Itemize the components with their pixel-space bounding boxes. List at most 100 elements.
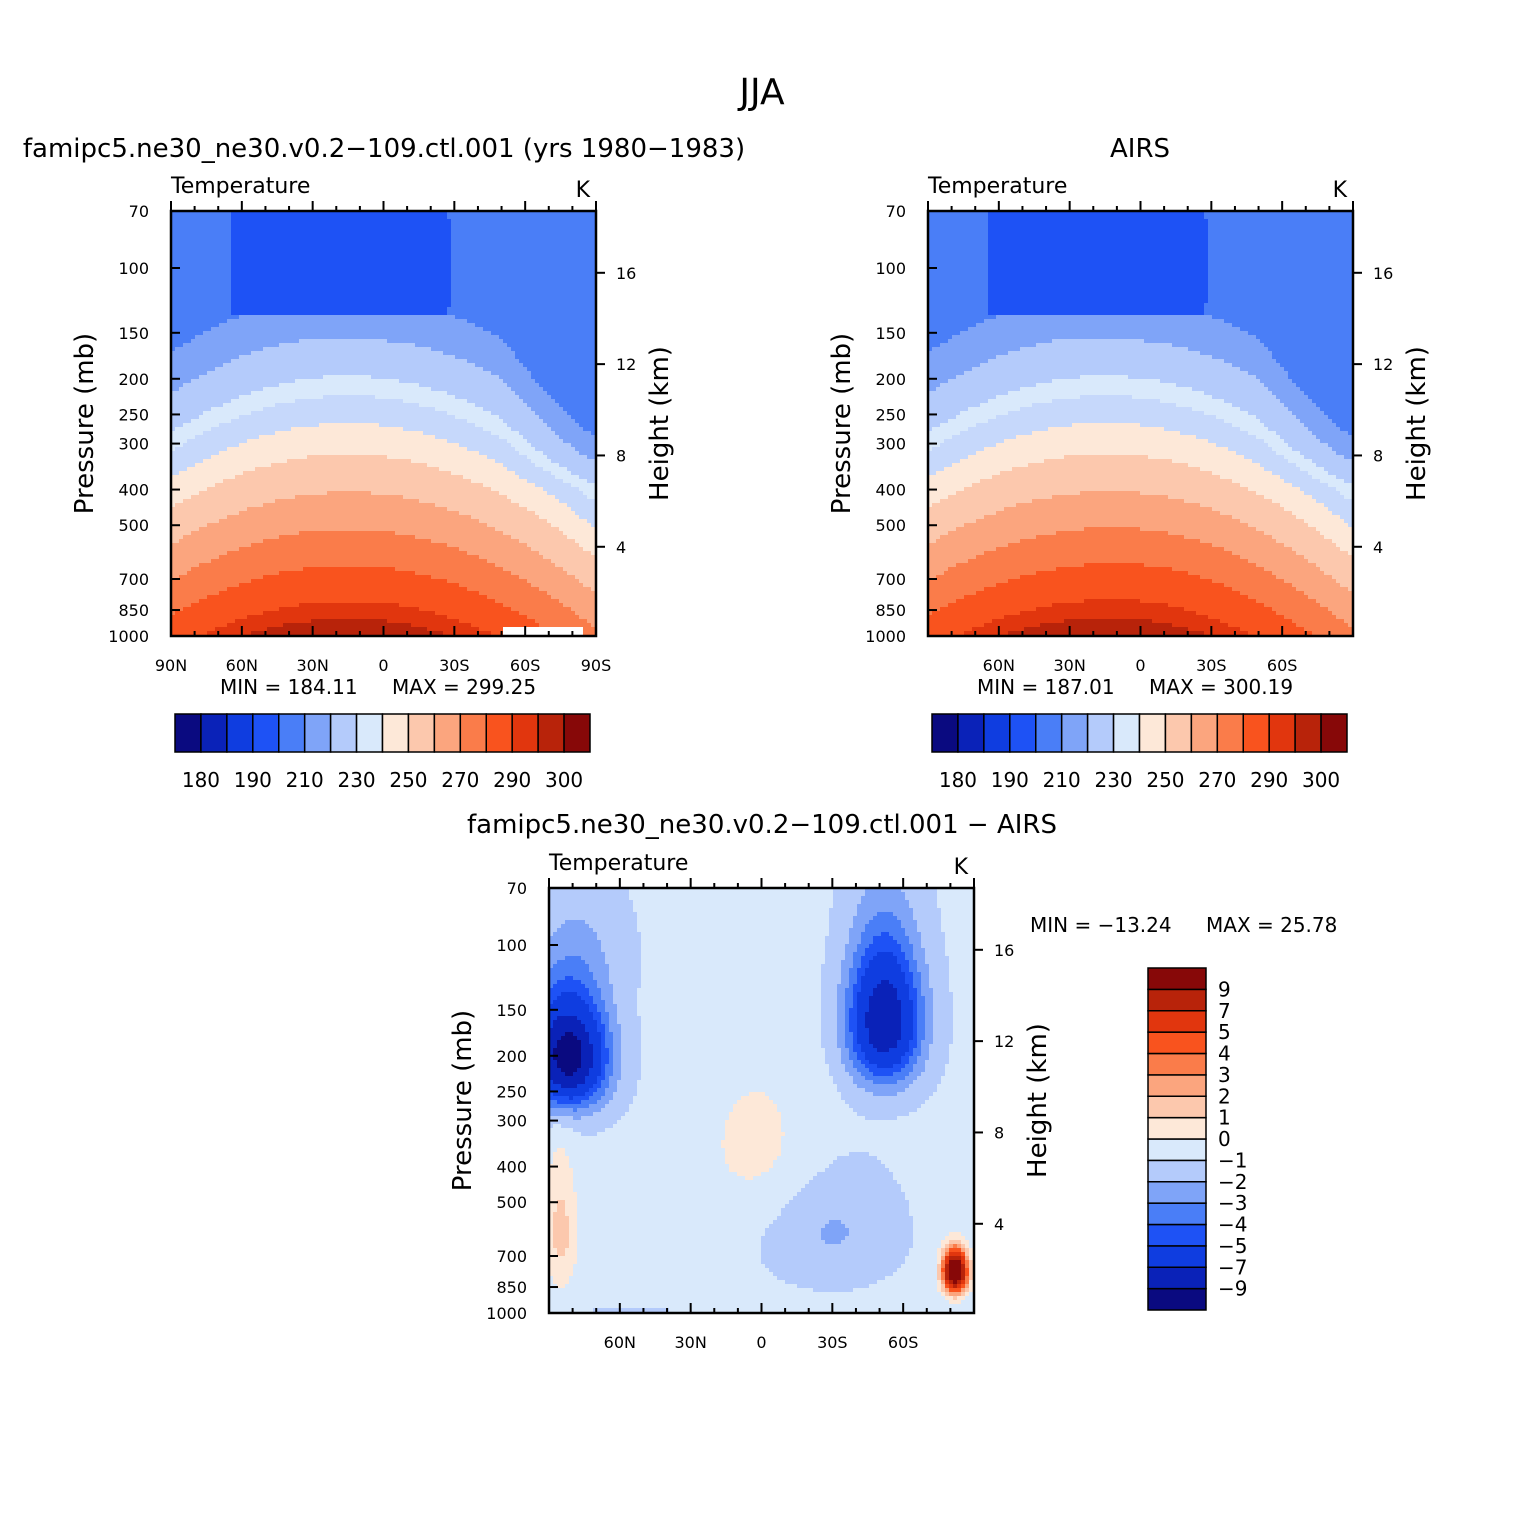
contour-cell [287,359,292,364]
contour-cell [571,383,576,388]
contour-cell [455,391,460,396]
contour-cell [419,211,424,216]
contour-cell [267,287,272,292]
contour-cell [283,231,288,236]
contour-cell [187,251,192,256]
contour-cell [423,219,428,224]
contour-cell [231,383,236,388]
contour-cell [555,283,560,288]
contour-cell [327,295,332,300]
contour-cell [455,331,460,336]
contour-cell [471,211,476,216]
contour-cell [587,263,592,268]
contour-cell [295,231,300,236]
contour-cell [399,375,404,380]
contour-cell [215,251,220,256]
contour-cell [415,247,420,252]
contour-cell [511,279,516,284]
contour-cell [375,343,380,348]
contour-cell [291,235,296,240]
contour-cell [491,371,496,376]
contour-cell [535,323,540,328]
contour-cell [363,247,368,252]
contour-cell [271,307,276,312]
contour-cell [447,343,452,348]
contour-cell [523,351,528,356]
contour-cell [539,359,544,364]
contour-cell [519,267,524,272]
contour-cell [507,359,512,364]
contour-cell [487,295,492,300]
contour-cell [379,231,384,236]
contour-cell [479,359,484,364]
contour-cell [263,311,268,316]
contour-cell [443,319,448,324]
contour-cell [231,271,236,276]
contour-cell [551,335,556,340]
contour-cell [431,351,436,356]
contour-cell [287,239,292,244]
contour-cell [543,227,548,232]
contour-cell [587,391,592,396]
contour-cell [455,371,460,376]
contour-cell [431,247,436,252]
contour-cell [519,303,524,308]
contour-cell [299,223,304,228]
contour-cell [335,271,340,276]
contour-cell [371,251,376,256]
contour-cell [543,327,548,332]
contour-cell [227,283,232,288]
contour-cell [271,315,276,320]
contour-cell [259,239,264,244]
contour-cell [207,339,212,344]
contour-cell [515,247,520,252]
contour-cell [231,351,236,356]
contour-cell [403,395,408,400]
contour-cell [175,351,180,356]
contour-cell [251,263,256,268]
contour-cell [391,251,396,256]
contour-cell [211,319,216,324]
contour-cell [347,327,352,332]
contour-cell [283,291,288,296]
contour-cell [255,327,260,332]
contour-cell [511,223,516,228]
contour-cell [455,267,460,272]
contour-cell [503,263,508,268]
contour-cell [363,271,368,276]
contour-cell [207,243,212,248]
contour-cell [427,387,432,392]
contour-cell [239,335,244,340]
contour-cell [587,347,592,352]
contour-cell [271,359,276,364]
contour-cell [171,231,176,236]
contour-cell [227,295,232,300]
contour-cell [187,307,192,312]
contour-cell [279,223,284,228]
contour-cell [267,219,272,224]
contour-cell [263,355,268,360]
contour-cell [387,247,392,252]
contour-cell [539,311,544,316]
contour-cell [387,231,392,236]
contour-cell [439,335,444,340]
contour-cell [267,211,272,216]
contour-cell [315,351,320,356]
contour-cell [343,335,348,340]
contour-cell [435,231,440,236]
contour-cell [363,355,368,360]
contour-cell [307,251,312,256]
contour-cell [347,355,352,360]
contour-cell [259,303,264,308]
contour-cell [439,351,444,356]
contour-cell [235,379,240,384]
contour-cell [171,295,176,300]
contour-cell [399,219,404,224]
contour-cell [175,367,180,372]
contour-cell [487,223,492,228]
contour-cell [295,379,300,384]
contour-cell [443,275,448,280]
contour-cell [563,299,568,304]
contour-cell [515,279,520,284]
contour-cell [427,311,432,316]
